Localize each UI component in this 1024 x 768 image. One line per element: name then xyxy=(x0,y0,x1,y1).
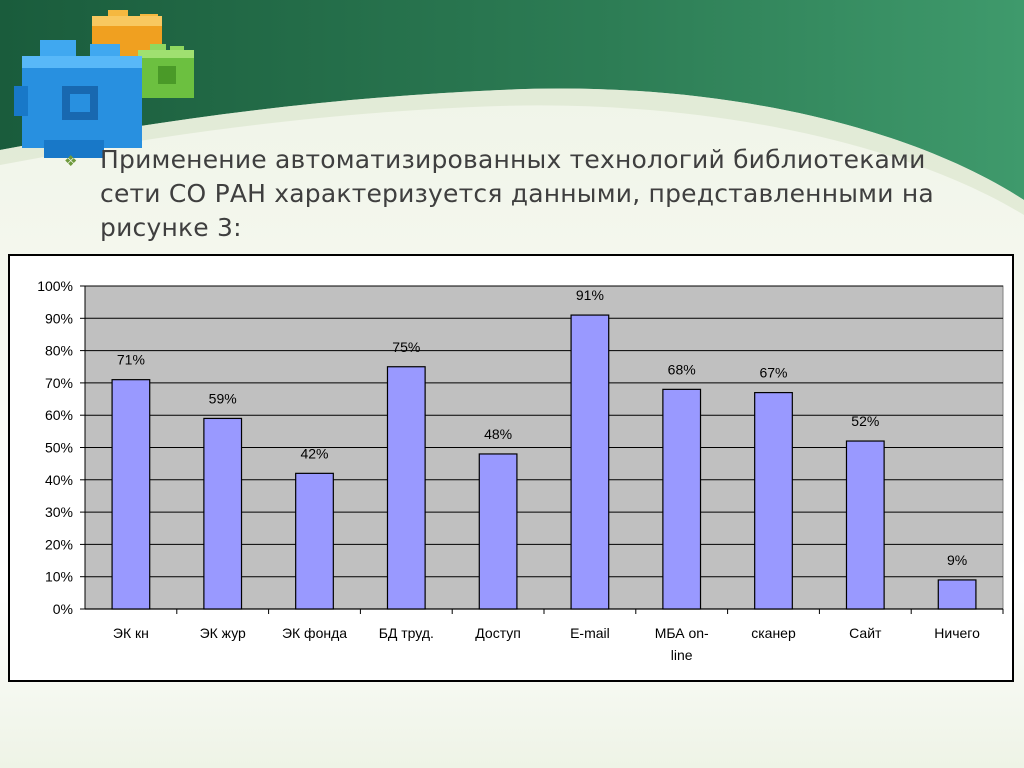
bar xyxy=(754,391,793,610)
data-label: 59% xyxy=(209,390,237,406)
header-wave-highlight xyxy=(0,88,1024,215)
bar xyxy=(662,388,702,610)
y-tick-label: 0% xyxy=(53,601,73,617)
y-tick-label: 70% xyxy=(45,375,73,391)
x-tick-label: ЭК жур xyxy=(200,625,246,641)
bar-chart: 0% 10% 20% 30% 40% 50% 60% 70% 80% 90% 100% 71% ЭК к… xyxy=(37,278,1004,663)
y-tick-label: 60% xyxy=(45,407,73,423)
bar xyxy=(937,579,977,610)
bar xyxy=(570,314,610,610)
y-tick-label: 10% xyxy=(45,569,73,585)
y-tick-label: 50% xyxy=(45,440,73,456)
y-tick-label: 90% xyxy=(45,310,73,326)
y-tick-label: 80% xyxy=(45,343,73,359)
y-tick-label: 30% xyxy=(45,504,73,520)
bar xyxy=(295,472,334,610)
data-label: 48% xyxy=(484,426,512,442)
puzzle-cubes-logo xyxy=(14,10,194,158)
x-tick-label: Доступ xyxy=(475,625,521,641)
data-label: 75% xyxy=(392,339,420,355)
x-tick-label: E-mail xyxy=(570,625,610,641)
bar xyxy=(845,440,885,610)
y-tick-label: 20% xyxy=(45,536,73,552)
data-label: 67% xyxy=(759,365,787,381)
data-label: 9% xyxy=(947,552,967,568)
bar xyxy=(478,453,518,610)
x-tick-label: МБА on-line xyxy=(655,625,709,663)
blue-cube xyxy=(14,40,142,158)
y-tick-label: 100% xyxy=(37,278,73,294)
data-label: 71% xyxy=(117,352,145,368)
x-tick-label: Сайт xyxy=(849,625,882,641)
data-label: 42% xyxy=(300,445,328,461)
x-tick-label: Ничего xyxy=(934,625,980,641)
x-tick-label: ЭК фонда xyxy=(282,625,347,641)
bullet-icon: ❖ xyxy=(64,152,78,170)
x-tick-label: сканер xyxy=(751,625,796,641)
x-tick-label: БД труд. xyxy=(379,625,434,641)
header-wave xyxy=(0,0,1024,200)
data-label: 68% xyxy=(668,361,696,377)
x-tick-label: ЭК кн xyxy=(113,625,149,641)
chart-frame: 0% 10% 20% 30% 40% 50% 60% 70% 80% 90% 100% 71% ЭК к… xyxy=(8,254,1014,682)
y-tick-label: 40% xyxy=(45,472,73,488)
green-cube xyxy=(138,44,194,98)
bar xyxy=(111,379,151,610)
data-label: 52% xyxy=(851,413,879,429)
bar xyxy=(386,366,426,610)
data-label: 91% xyxy=(576,287,604,303)
bar xyxy=(203,417,243,610)
slide-body-text: Применение автоматизированных технологий… xyxy=(100,145,934,242)
